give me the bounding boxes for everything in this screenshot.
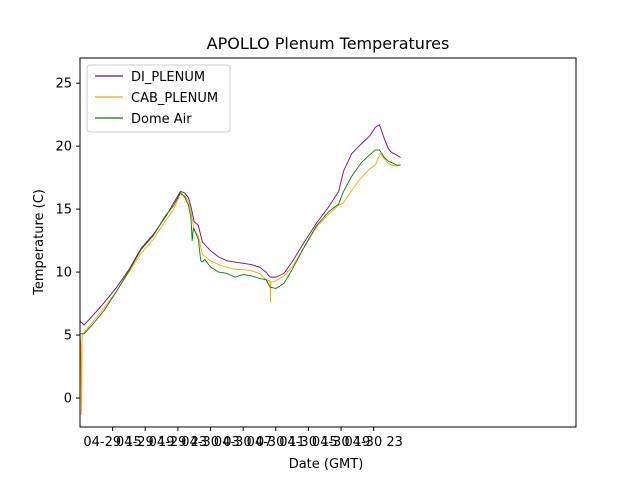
legend-label: DI_PLENUM — [131, 70, 205, 85]
x-tick-label: 04-30 07 — [214, 435, 272, 450]
plot-area — [79, 57, 577, 428]
chart-title: APOLLO Plenum Temperatures — [207, 34, 450, 53]
series-layer — [80, 124, 401, 415]
y-tick-label: 10 — [55, 266, 72, 281]
y-axis: 0 5 10 15 20 25 — [55, 77, 80, 407]
legend-label: CAB_PLENUM — [131, 91, 218, 106]
x-tick-label: 04-30 19 — [312, 435, 370, 450]
y-tick-label: 20 — [55, 140, 72, 155]
series-line-dome-air — [80, 149, 401, 335]
y-axis-label: Temperature (C) — [32, 189, 47, 296]
axes-frame — [79, 57, 577, 428]
x-tick-label: 04-29 19 — [116, 435, 174, 450]
legend-label: Dome Air — [131, 112, 192, 127]
y-tick-label: 0 — [64, 392, 72, 407]
x-tick-label: 04-30 23 — [344, 435, 402, 450]
y-tick-label: 5 — [64, 329, 72, 344]
y-tick-label: 25 — [55, 77, 72, 92]
legend-frame — [86, 64, 231, 133]
x-tick-label: 04-29 15 — [83, 435, 141, 450]
x-tick-label: 04-30 03 — [181, 435, 239, 450]
x-axis-label: Date (GMT) — [289, 457, 364, 472]
y-tick-label: 15 — [55, 203, 72, 218]
x-tick-label: 04-30 15 — [279, 435, 337, 450]
x-tick-label: 04-30 11 — [247, 435, 305, 450]
legend: DI_PLENUM CAB_PLENUM Dome Air — [86, 64, 231, 133]
x-tick-label: 04-29 23 — [149, 435, 207, 450]
